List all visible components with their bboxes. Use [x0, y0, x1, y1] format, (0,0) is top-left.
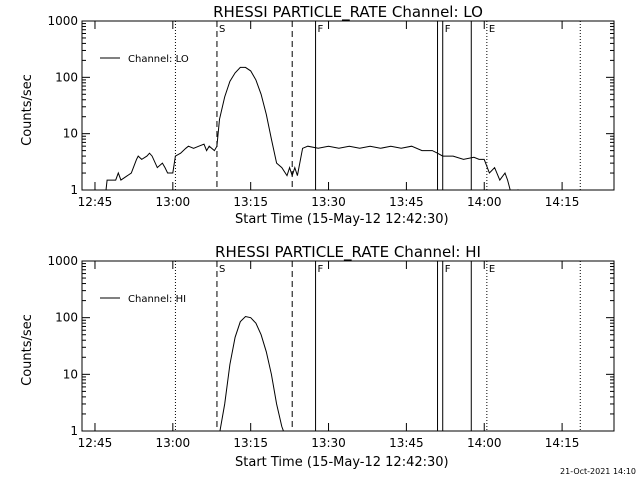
y-tick-label: 1: [70, 183, 78, 197]
plot-frame: [81, 20, 615, 191]
chart-panel-hi: RHESSI PARTICLE_RATE Channel: HI Start T…: [20, 243, 615, 470]
y-tick-label: 1000: [47, 254, 78, 268]
y-axis-label: Counts/sec: [20, 74, 35, 146]
x-tick-label: 14:15: [545, 436, 580, 450]
event-marker-label: S: [219, 24, 225, 35]
timestamp-stamp: 21-Oct-2021 14:10: [560, 467, 636, 476]
y-tick-label: 100: [55, 311, 78, 325]
x-tick-label: 13:30: [311, 436, 346, 450]
x-tick-label: 13:15: [233, 195, 268, 209]
chart-panel-lo: RHESSI PARTICLE_RATE Channel: LO Start T…: [20, 3, 615, 227]
x-axis-label: Start Time (15-May-12 12:42:30): [235, 455, 449, 470]
series-line: [219, 315, 284, 431]
chart-title: RHESSI PARTICLE_RATE Channel: HI: [215, 243, 481, 262]
x-tick-label: 13:00: [156, 436, 191, 450]
x-tick-label: 13:45: [389, 436, 424, 450]
event-marker-label: E: [489, 264, 495, 275]
x-tick-label: 14:00: [467, 436, 502, 450]
legend: Channel: HI: [100, 294, 186, 305]
event-marker-label: F: [318, 264, 324, 275]
event-marker-label: F: [445, 24, 451, 35]
x-tick-label: 13:45: [389, 195, 424, 209]
legend: Channel: LO: [100, 54, 189, 65]
x-tick-label: 13:00: [156, 195, 191, 209]
event-marker-label: S: [219, 264, 225, 275]
legend-label: Channel: LO: [128, 54, 189, 65]
y-tick-label: 100: [55, 70, 78, 84]
y-tick-label: 1000: [47, 14, 78, 28]
y-tick-label: 1: [70, 424, 78, 438]
chart-title: RHESSI PARTICLE_RATE Channel: LO: [213, 3, 483, 22]
x-tick-label: 12:45: [78, 195, 113, 209]
event-marker-label: F: [445, 264, 451, 275]
y-axis-label: Counts/sec: [20, 314, 35, 386]
legend-label: Channel: HI: [128, 294, 186, 305]
x-tick-label: 13:15: [233, 436, 268, 450]
x-tick-label: 14:15: [545, 195, 580, 209]
x-tick-label: 14:00: [467, 195, 502, 209]
event-marker-label: F: [318, 24, 324, 35]
plot-frame: [81, 260, 615, 432]
series-line: [94, 66, 519, 190]
y-tick-label: 10: [63, 367, 78, 381]
y-tick-label: 10: [63, 127, 78, 141]
event-marker-label: E: [489, 24, 495, 35]
x-axis-label: Start Time (15-May-12 12:42:30): [235, 212, 449, 227]
x-tick-label: 12:45: [78, 436, 113, 450]
x-tick-label: 13:30: [311, 195, 346, 209]
